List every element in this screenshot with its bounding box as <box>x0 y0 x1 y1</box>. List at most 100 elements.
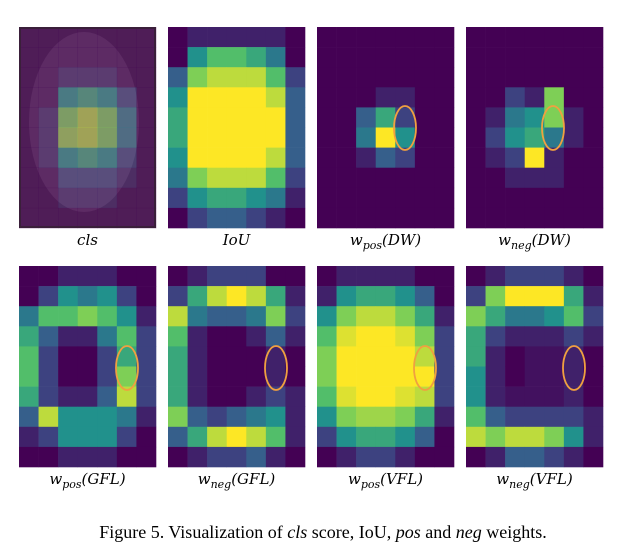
heatmap-cell <box>77 207 98 229</box>
heatmap-cell <box>285 67 306 88</box>
heatmap-cell <box>434 87 455 108</box>
heatmap-cell <box>563 266 584 287</box>
heatmap-cell <box>58 346 79 367</box>
heatmap-cell <box>207 187 228 209</box>
heatmap-cell <box>77 426 98 448</box>
heatmap-cell <box>187 426 208 448</box>
heatmap-cell <box>395 346 416 367</box>
heatmap-cell <box>19 446 39 468</box>
heatmap-cell <box>375 346 396 367</box>
heatmap-cell <box>356 306 377 327</box>
label-subscript: pos <box>62 478 82 491</box>
heatmap-cell <box>336 426 357 448</box>
heatmap-cell <box>38 27 59 48</box>
heatmap-cell <box>544 386 565 407</box>
heatmap-cell <box>207 67 228 88</box>
heatmap-cell <box>207 346 228 367</box>
heatmap-cell <box>38 346 59 367</box>
label-subscript: pos <box>361 478 381 491</box>
heatmap-cell <box>168 147 188 168</box>
heatmap-cell <box>77 167 98 189</box>
heatmap-cell <box>58 47 79 68</box>
heatmap-cell <box>116 426 137 448</box>
heatmap-cell <box>187 27 208 48</box>
caption-text: score, IoU, <box>307 522 395 542</box>
heatmap-cell <box>414 386 435 407</box>
heatmap-cell <box>505 87 526 108</box>
heatmap-cell <box>485 446 506 468</box>
highlight-ellipse <box>562 345 586 391</box>
heatmap-cell <box>19 386 39 407</box>
heatmap-cell <box>466 366 486 387</box>
heatmap-cell <box>246 286 267 307</box>
heatmap-cell <box>466 207 486 229</box>
heatmap-cell <box>285 47 306 68</box>
heatmap-cell <box>97 306 118 327</box>
heatmap-cell <box>19 147 39 168</box>
heatmap-cell <box>246 266 267 287</box>
heatmap-cell <box>168 306 188 327</box>
heatmap-cell <box>285 366 306 387</box>
heatmap-cell <box>414 47 435 68</box>
heatmap-cell <box>524 286 545 307</box>
heatmap-cell <box>58 187 79 209</box>
heatmap-cell <box>38 167 59 189</box>
heatmap-cell <box>58 147 79 168</box>
heatmap-cell <box>563 27 584 48</box>
heatmap-cell <box>265 406 286 428</box>
heatmap-cell <box>168 27 188 48</box>
heatmap-cell <box>58 446 79 468</box>
heatmap-cell <box>97 366 118 387</box>
heatmap-cell <box>168 406 188 428</box>
heatmap-cell <box>58 386 79 407</box>
heatmap-cell <box>317 286 337 307</box>
heatmap-cell <box>187 107 208 128</box>
heatmap-cell <box>505 266 526 287</box>
heatmap-cell <box>524 426 545 448</box>
heatmap-cell <box>583 306 604 327</box>
heatmap-cell <box>485 286 506 307</box>
heatmap-cell <box>246 67 267 88</box>
heatmap-cell <box>226 27 247 48</box>
heatmap-cell <box>414 87 435 108</box>
heatmap-cell <box>168 366 188 387</box>
heatmap-cell <box>58 306 79 327</box>
heatmap-cell <box>563 386 584 407</box>
heatmap-cell <box>58 107 79 128</box>
heatmap-cell <box>116 266 137 287</box>
heatmap-cell <box>265 386 286 407</box>
heatmap-cell <box>168 107 188 128</box>
heatmap-cell <box>466 107 486 128</box>
heatmap-cell <box>246 127 267 148</box>
heatmap-cell <box>583 326 604 347</box>
heatmap-cell <box>375 326 396 347</box>
heatmap-cell <box>356 446 377 468</box>
heatmap-cell <box>116 286 137 307</box>
heatmap-cell <box>136 47 157 68</box>
heatmap-cell <box>434 426 455 448</box>
heatmap-cell <box>317 446 337 468</box>
heatmap-cell <box>563 207 584 229</box>
heatmap-cell <box>505 386 526 407</box>
heatmap-cell <box>207 366 228 387</box>
heatmap-cell <box>395 67 416 88</box>
heatmap-cell <box>583 346 604 367</box>
heatmap-cell <box>414 266 435 287</box>
heatmap-cell <box>356 426 377 448</box>
heatmap-cell <box>434 167 455 189</box>
label-base: w <box>496 470 509 488</box>
heatmap-cell <box>317 127 337 148</box>
heatmap-cell <box>58 366 79 387</box>
heatmap-cell <box>505 107 526 128</box>
heatmap-cell <box>583 127 604 148</box>
heatmap-cell <box>434 107 455 128</box>
heatmap-cell <box>485 87 506 108</box>
heatmap-cell <box>226 127 247 148</box>
heatmap-cell <box>317 47 337 68</box>
heatmap-cell <box>414 406 435 428</box>
heatmap-cell <box>226 107 247 128</box>
heatmap-cell <box>563 426 584 448</box>
heatmap-cell <box>136 386 157 407</box>
heatmap-cell <box>524 47 545 68</box>
panel-label: wneg(DW) <box>498 231 571 252</box>
